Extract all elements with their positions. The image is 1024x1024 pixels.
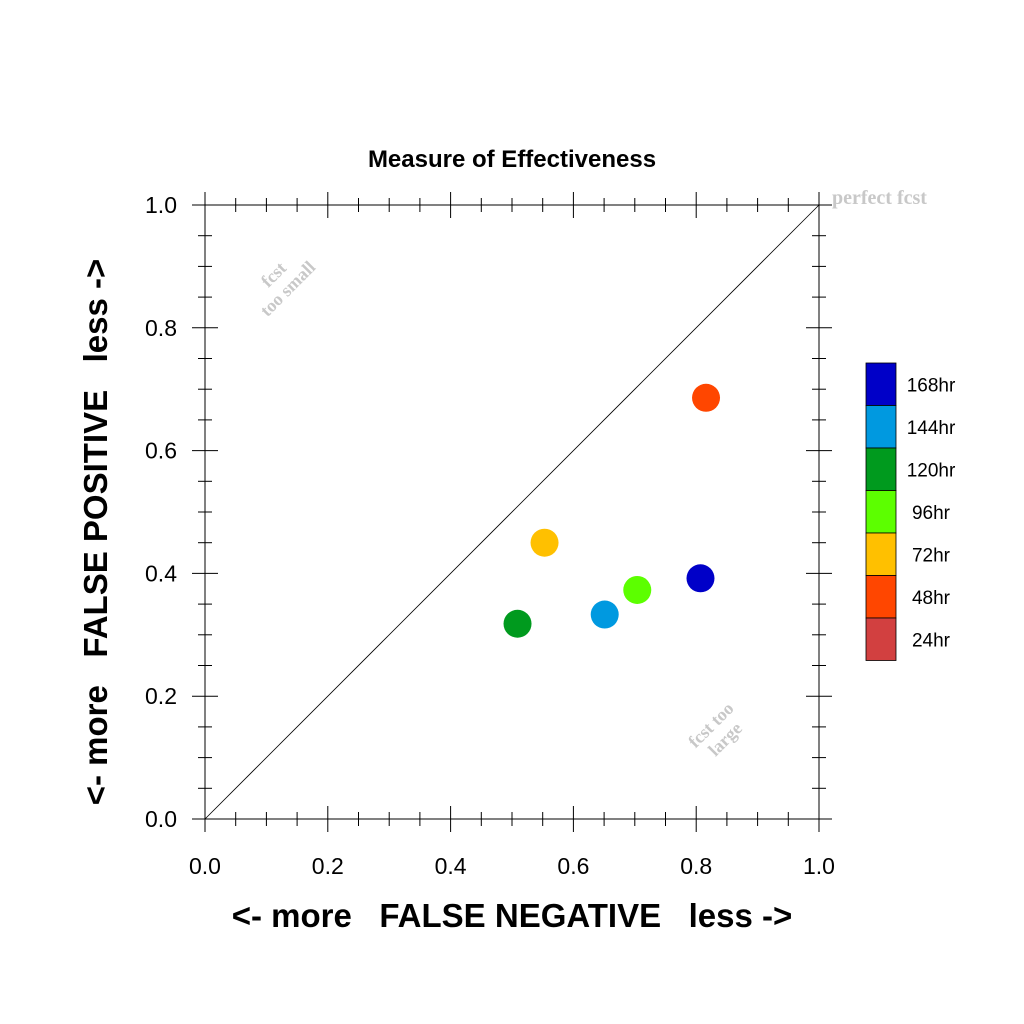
point-48hr (692, 383, 721, 412)
x-tick-label: 0.8 (680, 853, 712, 879)
point-72hr (530, 528, 559, 557)
legend-label-96hr: 96hr (912, 503, 951, 524)
x-tick-label: 0.6 (557, 853, 589, 879)
y-tick-label: 0.8 (145, 315, 177, 341)
legend-label-48hr: 48hr (912, 588, 951, 609)
legend-label-144hr: 144hr (907, 418, 956, 439)
y-tick-label: 0.4 (145, 560, 177, 586)
legend-swatch-24hr (865, 617, 897, 661)
x-tick-label: 0.2 (312, 853, 344, 879)
x-axis-label: <- more FALSE NEGATIVE less -> (232, 897, 793, 934)
legend-label-168hr: 168hr (907, 375, 956, 396)
legend-swatch-120hr (865, 447, 897, 491)
legend-swatch-168hr (865, 362, 897, 406)
legend-swatch-72hr (865, 532, 897, 576)
y-tick-label: 0.0 (145, 806, 177, 832)
y-tick-label: 0.6 (145, 438, 177, 464)
x-tick-labels: 0.0 0.2 0.4 0.6 0.8 1.0 (189, 853, 835, 879)
y-tick-label: 1.0 (145, 192, 177, 218)
fcst-too-small-annotation: fcst too small (256, 257, 319, 320)
legend-label-72hr: 72hr (912, 545, 951, 566)
y-tick-labels: 0.0 0.2 0.4 0.6 0.8 1.0 (145, 192, 177, 832)
x-tick-label: 1.0 (803, 853, 835, 879)
point-144hr (590, 600, 619, 629)
legend: 168hr 144hr 120hr 96hr 72hr 48hr 24hr (865, 362, 956, 661)
axis-ticks (192, 192, 832, 832)
fcst-too-small-line2: too small (256, 257, 319, 320)
legend-label-120hr: 120hr (907, 460, 956, 481)
data-points (503, 383, 721, 638)
legend-swatch-96hr (865, 490, 897, 534)
perfect-fcst-annotation: perfect fcst (832, 187, 927, 209)
point-168hr (686, 564, 715, 593)
y-tick-label: 0.2 (145, 683, 177, 709)
y-axis-label: <- more FALSE POSITIVE less -> (77, 259, 114, 806)
legend-swatch-48hr (865, 575, 897, 619)
legend-label-24hr: 24hr (912, 630, 951, 651)
point-96hr (623, 575, 652, 604)
plot-area: 0.0 0.2 0.4 0.6 0.8 1.0 0.0 0.2 0.4 0.6 0.8 1.0 (145, 192, 835, 879)
chart-title: Measure of Effectiveness (368, 146, 656, 173)
legend-swatch-144hr (865, 405, 897, 449)
perfect-forecast-line (204, 204, 820, 820)
fcst-too-large-annotation: fcst too large (684, 698, 746, 760)
x-tick-label: 0.0 (189, 853, 221, 879)
point-120hr (503, 609, 532, 638)
x-tick-label: 0.4 (435, 853, 467, 879)
